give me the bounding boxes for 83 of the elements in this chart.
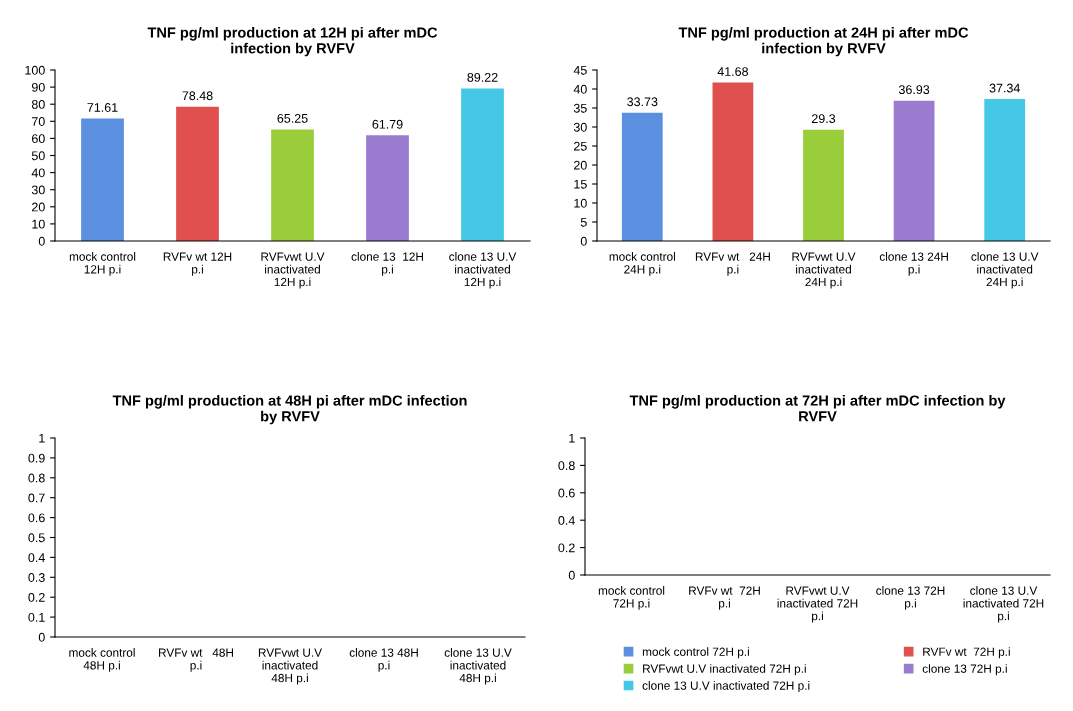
y-tick-label: 45 [573,65,587,75]
x-tick-label: clone 13 U.V inactivated 72H p.i [963,586,1044,623]
bar [461,88,504,241]
chart-title: TNF pg/ml production at 12H pi after mDC infection by RVFV [147,26,438,57]
y-tick-label: 10 [32,219,45,229]
legend-label: clone 13 U.V inactivated 72H p.i [642,681,810,693]
y-tick-label: 10 [574,198,587,208]
y-tick-label: 60 [32,134,45,144]
y-tick-label: 0.2 [558,543,575,553]
x-tick-label: mock control 72H p.i [598,586,665,610]
x-tick-label: RVFv wt 12H p.i [163,252,232,276]
x-tick-label: clone 13 U.V inactivated 48H p.i [444,648,512,685]
data-label: 36.93 [898,85,930,95]
y-tick-label: 0 [568,570,575,580]
data-label: 61.79 [372,119,403,129]
y-tick-label: 30 [31,185,45,195]
x-tick-label: RVFvwt U.V inactivated 48H p.i [258,648,322,685]
x-tick-label: mock control 48H p.i [69,648,135,672]
data-label: 37.34 [989,83,1020,93]
data-label: 41.68 [717,67,748,76]
x-tick-label: clone 13 48H p.i [349,648,418,672]
data-label: 71.61 [87,103,118,112]
x-tick-label: mock control 12H p.i [69,252,136,276]
x-tick-label: clone 13 24H p.i [879,252,948,276]
bar [803,129,844,241]
bar [81,118,124,241]
y-tick-label: 70 [32,117,45,126]
y-tick-label: 0.6 [558,488,575,498]
y-tick-label: 15 [574,179,587,189]
chart-title: TNF pg/ml production at 72H pi after mDC infection by RVFV [629,394,1006,422]
y-tick-label: 30 [573,122,587,132]
x-tick-label: RVFv wt 24H p.i [695,252,770,276]
y-tick-label: 25 [574,141,587,151]
data-label: 65.25 [277,113,308,123]
y-tick-label: 0.8 [558,461,575,471]
y-tick-label: 0.4 [558,516,575,525]
bar [621,112,663,241]
y-tick-label: 0.7 [28,493,45,503]
bar [176,106,219,241]
y-tick-label: 80 [31,100,45,109]
y-tick-label: 0.9 [28,453,45,463]
y-tick-label: 0 [38,632,45,642]
x-tick-label: RVFv wt 72H p.i [689,586,760,610]
x-tick-label: RVFvwt U.V inactivated 24H p.i [792,252,856,289]
bar [366,135,409,241]
y-tick-label: 0.1 [28,612,45,622]
chart-title: TNF pg/ml production at 24H pi after mDC infection by RVFV [678,26,969,57]
y-tick-label: 0 [38,236,45,246]
y-tick-label: 0.2 [28,593,45,602]
y-tick-label: 1 [39,433,45,443]
data-label: 89.22 [467,72,498,82]
y-tick-label: 20 [32,202,45,212]
y-tick-label: 40 [31,168,45,178]
x-tick-label: RVFv wt 48H p.i [159,648,233,672]
y-tick-label: 1 [569,433,575,443]
x-tick-label: clone 13 U.V inactivated 12H p.i [449,252,517,289]
y-tick-label: 20 [574,160,587,170]
x-tick-label: RVFvwt U.V inactivated 72H p.i [777,586,858,623]
y-tick-label: 5 [580,217,587,227]
bar [893,100,935,241]
bar [712,82,754,241]
y-tick-label: 0.8 [28,473,45,483]
y-tick-label: 40 [573,84,587,94]
y-tick-label: 50 [31,151,45,161]
y-tick-label: 0.5 [28,533,45,543]
x-tick-label: clone 13 U.V inactivated 24H p.i [971,252,1039,289]
y-tick-label: 0.4 [28,553,45,563]
y-tick-label: 35 [573,103,587,113]
x-tick-label: clone 13 12H p.i [351,252,423,276]
y-tick-label: 0 [580,236,587,246]
x-tick-label: clone 13 72H p.i [876,586,945,610]
bar [271,129,314,241]
y-tick-label: 100 [25,65,45,75]
chart-title: TNF pg/ml production at 48H pi after mDC infection by RVFV [112,394,467,425]
y-tick-label: 90 [31,82,45,92]
bar [984,99,1026,241]
data-label: 29.3 [811,114,836,124]
x-tick-label: mock control 24H p.i [609,252,675,276]
y-tick-label: 0.3 [28,573,45,582]
y-tick-label: 0.6 [28,513,45,523]
x-tick-label: RVFvwt U.V inactivated 12H p.i [261,252,325,289]
data-label: 78.48 [182,91,213,101]
data-label: 33.73 [627,97,658,107]
